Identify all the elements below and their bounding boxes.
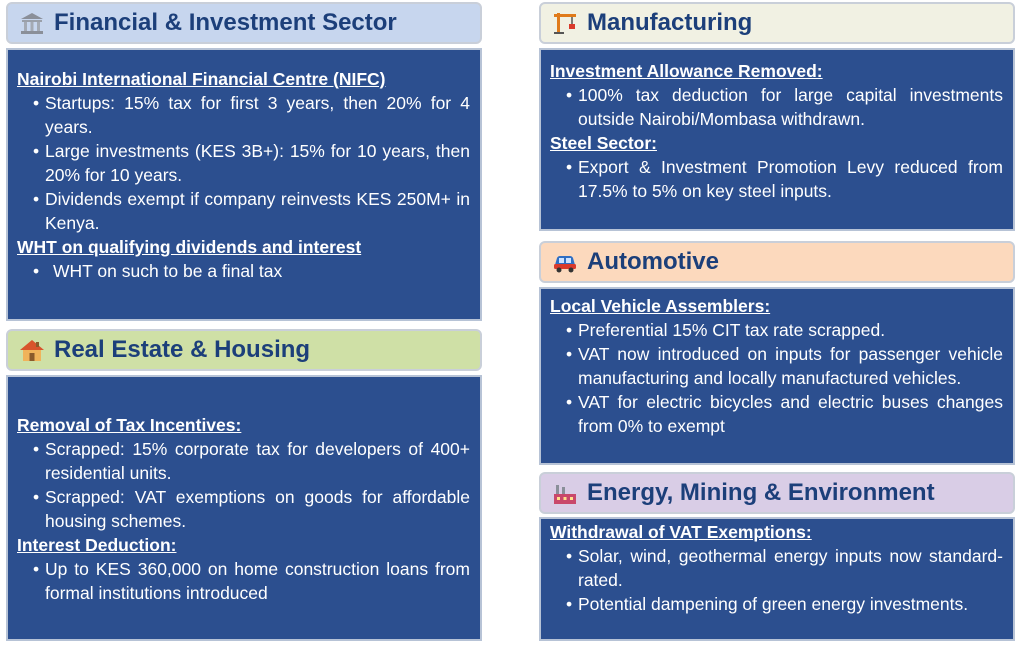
list-item: • WHT on such to be a final tax — [33, 261, 283, 281]
car-icon — [551, 249, 579, 275]
financial-panel: Nairobi International Financial Centre (… — [6, 48, 482, 321]
house-icon — [18, 337, 46, 363]
manufacturing-header: Manufacturing — [539, 2, 1015, 44]
bank-icon — [18, 10, 46, 36]
list-item: • Startups: 15% tax for first 3 years, th… — [33, 93, 470, 137]
list-item: • Preferential 15% CIT tax rate scrapped. — [566, 320, 886, 340]
list-item: • Up to KES 360,000 on home construction … — [33, 559, 470, 603]
list-item: • Large investments (KES 3B+): 15% for 10… — [33, 141, 470, 185]
energy-heading-vat: Withdrawal of VAT Exemptions: — [550, 522, 812, 542]
list-item: • Dividends exempt if company reinvests K… — [33, 189, 470, 233]
energy-title: Energy, Mining & Environment — [587, 479, 935, 506]
real-estate-title: Real Estate & Housing — [54, 336, 311, 363]
list-item: • Scrapped: 15% corporate tax for develop… — [33, 439, 470, 483]
list-item: • Solar, wind, geothermal energy inputs n… — [566, 546, 1003, 590]
financial-header: Financial & Investment Sector — [6, 2, 482, 44]
automotive-heading-assemblers: Local Vehicle Assemblers: — [550, 296, 771, 316]
automotive-panel: Local Vehicle Assemblers: • Preferential … — [539, 287, 1015, 465]
financial-heading-wht: WHT on qualifying dividends and interest — [17, 237, 362, 257]
list-item: • VAT for electric bicycles and electric … — [566, 392, 1003, 436]
automotive-title: Automotive — [587, 248, 719, 275]
real-estate-panel: Removal of Tax Incentives: • Scrapped: 15… — [6, 375, 482, 641]
energy-panel: Withdrawal of VAT Exemptions: • Solar, wi… — [539, 517, 1015, 641]
list-item: • VAT now introduced on inputs for passen… — [566, 344, 1003, 388]
list-item: • Scrapped: VAT exemptions on goods for a… — [33, 487, 470, 531]
energy-header: Energy, Mining & Environment — [539, 472, 1015, 514]
list-item: • Export & Investment Promotion Levy redu… — [566, 157, 1003, 201]
real-estate-heading-incentives: Removal of Tax Incentives: — [17, 415, 242, 435]
real-estate-header: Real Estate & Housing — [6, 329, 482, 371]
manufacturing-heading-allowance: Investment Allowance Removed: — [550, 61, 823, 81]
manufacturing-heading-steel: Steel Sector: — [550, 133, 657, 153]
manufacturing-panel: Investment Allowance Removed: • 100% tax … — [539, 48, 1015, 231]
automotive-header: Automotive — [539, 241, 1015, 283]
crane-icon — [551, 10, 579, 36]
list-item: • Potential dampening of green energy inv… — [566, 594, 969, 614]
factory-icon — [551, 480, 579, 506]
financial-title: Financial & Investment Sector — [54, 9, 397, 36]
real-estate-heading-interest: Interest Deduction: — [17, 535, 177, 555]
financial-heading-nifc: Nairobi International Financial Centre (… — [17, 69, 386, 89]
manufacturing-title: Manufacturing — [587, 9, 753, 36]
list-item: • 100% tax deduction for large capital in… — [566, 85, 1003, 129]
